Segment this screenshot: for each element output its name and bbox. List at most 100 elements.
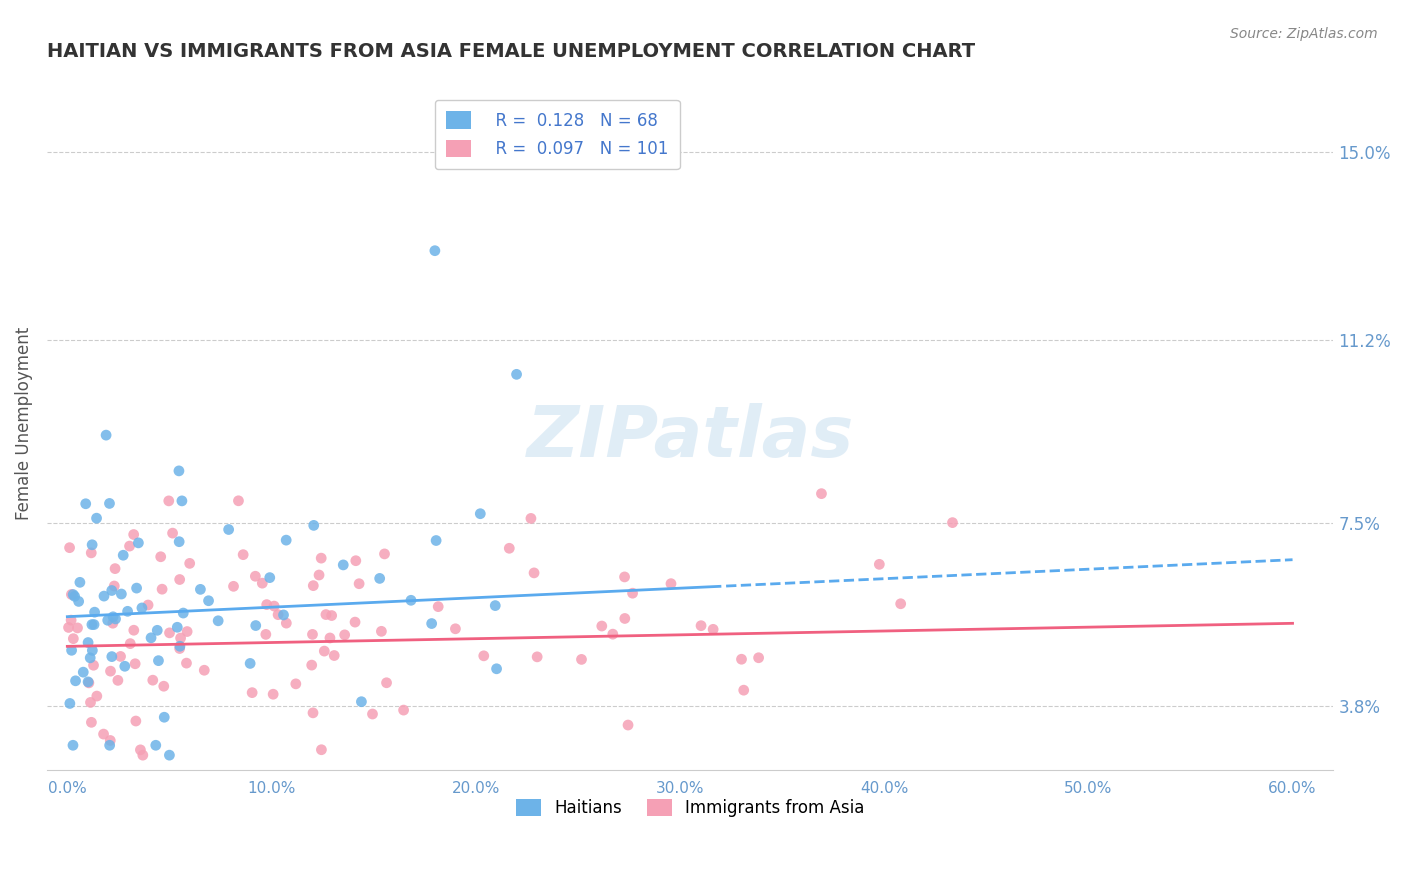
Point bbox=[97, 613, 120, 627]
Point bbox=[399, 593, 422, 607]
Point bbox=[256, 598, 278, 612]
Point bbox=[810, 486, 832, 500]
Point bbox=[63, 590, 86, 604]
Point bbox=[125, 581, 148, 595]
Point bbox=[485, 662, 508, 676]
Point bbox=[120, 637, 142, 651]
Point bbox=[276, 616, 298, 631]
Point bbox=[179, 557, 201, 571]
Point bbox=[868, 558, 890, 572]
Text: ZIPatlas: ZIPatlas bbox=[526, 403, 853, 472]
Point bbox=[218, 523, 240, 537]
Point bbox=[311, 743, 333, 757]
Point bbox=[157, 494, 180, 508]
Point bbox=[617, 718, 640, 732]
Point bbox=[748, 650, 770, 665]
Point bbox=[169, 631, 191, 645]
Point bbox=[79, 695, 101, 709]
Point bbox=[498, 541, 520, 556]
Point bbox=[427, 599, 450, 614]
Point bbox=[148, 654, 170, 668]
Point bbox=[302, 706, 325, 720]
Point bbox=[124, 657, 146, 671]
Point bbox=[613, 570, 636, 584]
Point bbox=[252, 576, 274, 591]
Point bbox=[621, 586, 644, 600]
Point bbox=[344, 615, 367, 629]
Point bbox=[62, 588, 84, 602]
Point bbox=[127, 536, 149, 550]
Point bbox=[146, 624, 169, 638]
Point bbox=[100, 664, 122, 678]
Point bbox=[80, 617, 103, 632]
Point bbox=[425, 533, 447, 548]
Point bbox=[315, 607, 337, 622]
Point bbox=[67, 594, 90, 608]
Text: HAITIAN VS IMMIGRANTS FROM ASIA FEMALE UNEMPLOYMENT CORRELATION CHART: HAITIAN VS IMMIGRANTS FROM ASIA FEMALE U… bbox=[46, 42, 974, 61]
Point bbox=[152, 679, 174, 693]
Point bbox=[110, 649, 132, 664]
Point bbox=[112, 548, 135, 562]
Point bbox=[526, 649, 548, 664]
Point bbox=[197, 593, 219, 607]
Point bbox=[98, 739, 121, 753]
Point bbox=[659, 576, 682, 591]
Point bbox=[420, 616, 443, 631]
Point bbox=[98, 733, 121, 747]
Point bbox=[319, 631, 342, 645]
Point bbox=[83, 658, 105, 673]
Legend: Haitians, Immigrants from Asia: Haitians, Immigrants from Asia bbox=[509, 792, 872, 824]
Point bbox=[114, 659, 136, 673]
Point bbox=[344, 554, 367, 568]
Point bbox=[245, 569, 267, 583]
Text: Source: ZipAtlas.com: Source: ZipAtlas.com bbox=[1230, 27, 1378, 41]
Point bbox=[228, 493, 250, 508]
Point bbox=[83, 617, 105, 632]
Point bbox=[890, 597, 912, 611]
Point bbox=[222, 579, 245, 593]
Point bbox=[232, 548, 254, 562]
Point bbox=[80, 546, 103, 560]
Point bbox=[571, 652, 593, 666]
Point bbox=[375, 675, 398, 690]
Point bbox=[157, 748, 180, 763]
Point bbox=[60, 643, 83, 657]
Point bbox=[77, 635, 100, 649]
Point bbox=[368, 571, 391, 585]
Point bbox=[423, 244, 446, 258]
Point bbox=[245, 618, 267, 632]
Point bbox=[309, 551, 332, 566]
Point bbox=[314, 644, 336, 658]
Point bbox=[62, 739, 84, 753]
Point bbox=[94, 428, 117, 442]
Point bbox=[240, 686, 263, 700]
Point bbox=[302, 579, 325, 593]
Point bbox=[602, 627, 624, 641]
Point bbox=[59, 697, 82, 711]
Point bbox=[60, 613, 83, 627]
Point bbox=[392, 703, 415, 717]
Point bbox=[302, 518, 325, 533]
Point bbox=[139, 631, 162, 645]
Point bbox=[690, 618, 713, 632]
Point bbox=[472, 648, 495, 663]
Point bbox=[101, 616, 124, 631]
Point bbox=[142, 673, 165, 688]
Point bbox=[172, 606, 194, 620]
Point bbox=[730, 652, 752, 666]
Point bbox=[321, 608, 343, 623]
Y-axis label: Female Unemployment: Female Unemployment bbox=[15, 327, 32, 520]
Point bbox=[262, 687, 284, 701]
Point bbox=[93, 727, 115, 741]
Point bbox=[259, 571, 281, 585]
Point bbox=[276, 533, 298, 548]
Point bbox=[62, 632, 84, 646]
Point bbox=[60, 587, 83, 601]
Point bbox=[150, 582, 173, 597]
Point bbox=[77, 674, 100, 689]
Point bbox=[131, 601, 153, 615]
Point bbox=[702, 623, 724, 637]
Point bbox=[444, 622, 467, 636]
Point bbox=[86, 689, 108, 703]
Point bbox=[308, 568, 330, 582]
